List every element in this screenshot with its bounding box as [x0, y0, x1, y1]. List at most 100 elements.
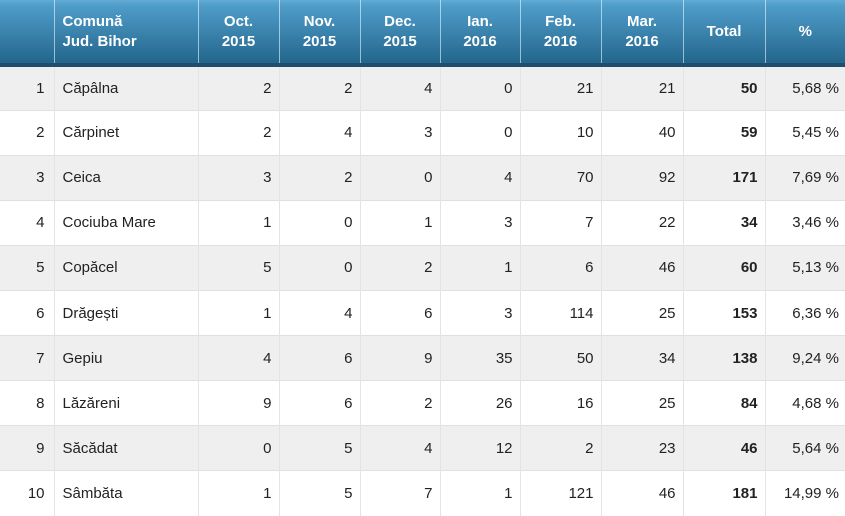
cell-row-number: 1	[0, 65, 54, 111]
cell-feb-2016: 121	[519, 470, 601, 516]
cell-oct-2015: 0	[197, 425, 279, 471]
cell-ian-2016: 35	[439, 335, 520, 381]
cell-oct-2015: 2	[197, 65, 279, 111]
cell-mar-2016: 23	[600, 425, 683, 471]
cell-dec-2015: 7	[359, 470, 440, 516]
cell-percent: 14,99 %	[764, 470, 845, 516]
column-header-mar-2016: Mar. 2016	[600, 0, 683, 67]
cell-feb-2016: 16	[519, 380, 601, 426]
cell-ian-2016: 0	[439, 109, 520, 156]
cell-total: 34	[682, 199, 765, 246]
cell-comuna-name: Drăgești	[53, 289, 198, 336]
cell-dec-2015: 9	[359, 335, 440, 381]
column-header-index	[0, 0, 54, 67]
cell-total: 181	[682, 470, 765, 516]
cell-percent: 5,13 %	[764, 244, 845, 291]
cell-total: 60	[682, 244, 765, 291]
column-header-total: Total	[682, 0, 765, 67]
cell-oct-2015: 1	[197, 289, 279, 336]
cell-row-number: 7	[0, 335, 54, 381]
column-header-comuna: Comună Jud. Bihor	[53, 0, 198, 67]
cell-total: 50	[682, 65, 765, 111]
cell-percent: 5,68 %	[764, 65, 845, 111]
cell-row-number: 10	[0, 470, 54, 516]
cell-total: 46	[682, 425, 765, 471]
cell-oct-2015: 3	[197, 154, 279, 201]
cell-comuna-name: Gepiu	[53, 335, 198, 381]
cell-mar-2016: 25	[600, 289, 683, 336]
cell-comuna-name: Sâmbăta	[53, 470, 198, 516]
cell-nov-2015: 0	[278, 199, 360, 246]
cell-mar-2016: 21	[600, 65, 683, 111]
cell-comuna-name: Ceica	[53, 154, 198, 201]
cell-dec-2015: 2	[359, 380, 440, 426]
table-row: 2 Cărpinet 2 4 3 0 10 40 59 5,45 %	[0, 109, 845, 156]
table-row: 10 Sâmbăta 1 5 7 1 121 46 181 14,99 %	[0, 470, 845, 516]
cell-feb-2016: 50	[519, 335, 601, 381]
cell-dec-2015: 1	[359, 199, 440, 246]
cell-feb-2016: 114	[519, 289, 601, 336]
cell-comuna-name: Cociuba Mare	[53, 199, 198, 246]
cell-oct-2015: 2	[197, 109, 279, 156]
cell-nov-2015: 5	[278, 425, 360, 471]
cell-oct-2015: 9	[197, 380, 279, 426]
cell-total: 153	[682, 289, 765, 336]
cell-mar-2016: 25	[600, 380, 683, 426]
cell-ian-2016: 0	[439, 65, 520, 111]
cell-nov-2015: 4	[278, 109, 360, 156]
column-header-oct-2015: Oct. 2015	[197, 0, 279, 67]
cell-ian-2016: 1	[439, 470, 520, 516]
cell-percent: 4,68 %	[764, 380, 845, 426]
cell-row-number: 6	[0, 289, 54, 336]
table-row: 4 Cociuba Mare 1 0 1 3 7 22 34 3,46 %	[0, 199, 845, 246]
cell-nov-2015: 6	[278, 380, 360, 426]
cell-ian-2016: 1	[439, 244, 520, 291]
cell-total: 171	[682, 154, 765, 201]
cell-mar-2016: 92	[600, 154, 683, 201]
cell-dec-2015: 4	[359, 65, 440, 111]
column-header-percent: %	[764, 0, 845, 67]
cell-oct-2015: 1	[197, 199, 279, 246]
cell-row-number: 8	[0, 380, 54, 426]
cell-nov-2015: 4	[278, 289, 360, 336]
cell-ian-2016: 3	[439, 199, 520, 246]
cell-mar-2016: 40	[600, 109, 683, 156]
table-row: 8 Lăzăreni 9 6 2 26 16 25 84 4,68 %	[0, 380, 845, 426]
cell-feb-2016: 21	[519, 65, 601, 111]
table-body: 1 Căpâlna 2 2 4 0 21 21 50 5,68 % 2 Cărp…	[0, 65, 845, 516]
table-row: 5 Copăcel 5 0 2 1 6 46 60 5,13 %	[0, 244, 845, 291]
cell-dec-2015: 2	[359, 244, 440, 291]
cell-mar-2016: 46	[600, 244, 683, 291]
column-header-dec-2015: Dec. 2015	[359, 0, 440, 67]
cell-mar-2016: 22	[600, 199, 683, 246]
cell-row-number: 5	[0, 244, 54, 291]
cell-total: 59	[682, 109, 765, 156]
table-row: 9 Săcădat 0 5 4 12 2 23 46 5,64 %	[0, 425, 845, 471]
cell-nov-2015: 2	[278, 65, 360, 111]
cell-comuna-name: Lăzăreni	[53, 380, 198, 426]
cell-comuna-name: Căpâlna	[53, 65, 198, 111]
cell-total: 138	[682, 335, 765, 381]
cell-oct-2015: 5	[197, 244, 279, 291]
cell-percent: 6,36 %	[764, 289, 845, 336]
table-row: 7 Gepiu 4 6 9 35 50 34 138 9,24 %	[0, 335, 845, 381]
cell-mar-2016: 46	[600, 470, 683, 516]
cell-feb-2016: 70	[519, 154, 601, 201]
cell-ian-2016: 3	[439, 289, 520, 336]
cell-dec-2015: 6	[359, 289, 440, 336]
cell-dec-2015: 0	[359, 154, 440, 201]
cell-total: 84	[682, 380, 765, 426]
cell-nov-2015: 2	[278, 154, 360, 201]
cell-dec-2015: 4	[359, 425, 440, 471]
cell-feb-2016: 10	[519, 109, 601, 156]
cell-comuna-name: Săcădat	[53, 425, 198, 471]
cell-percent: 9,24 %	[764, 335, 845, 381]
cell-feb-2016: 7	[519, 199, 601, 246]
cell-percent: 3,46 %	[764, 199, 845, 246]
cell-nov-2015: 6	[278, 335, 360, 381]
cell-nov-2015: 5	[278, 470, 360, 516]
cell-mar-2016: 34	[600, 335, 683, 381]
cell-percent: 5,64 %	[764, 425, 845, 471]
